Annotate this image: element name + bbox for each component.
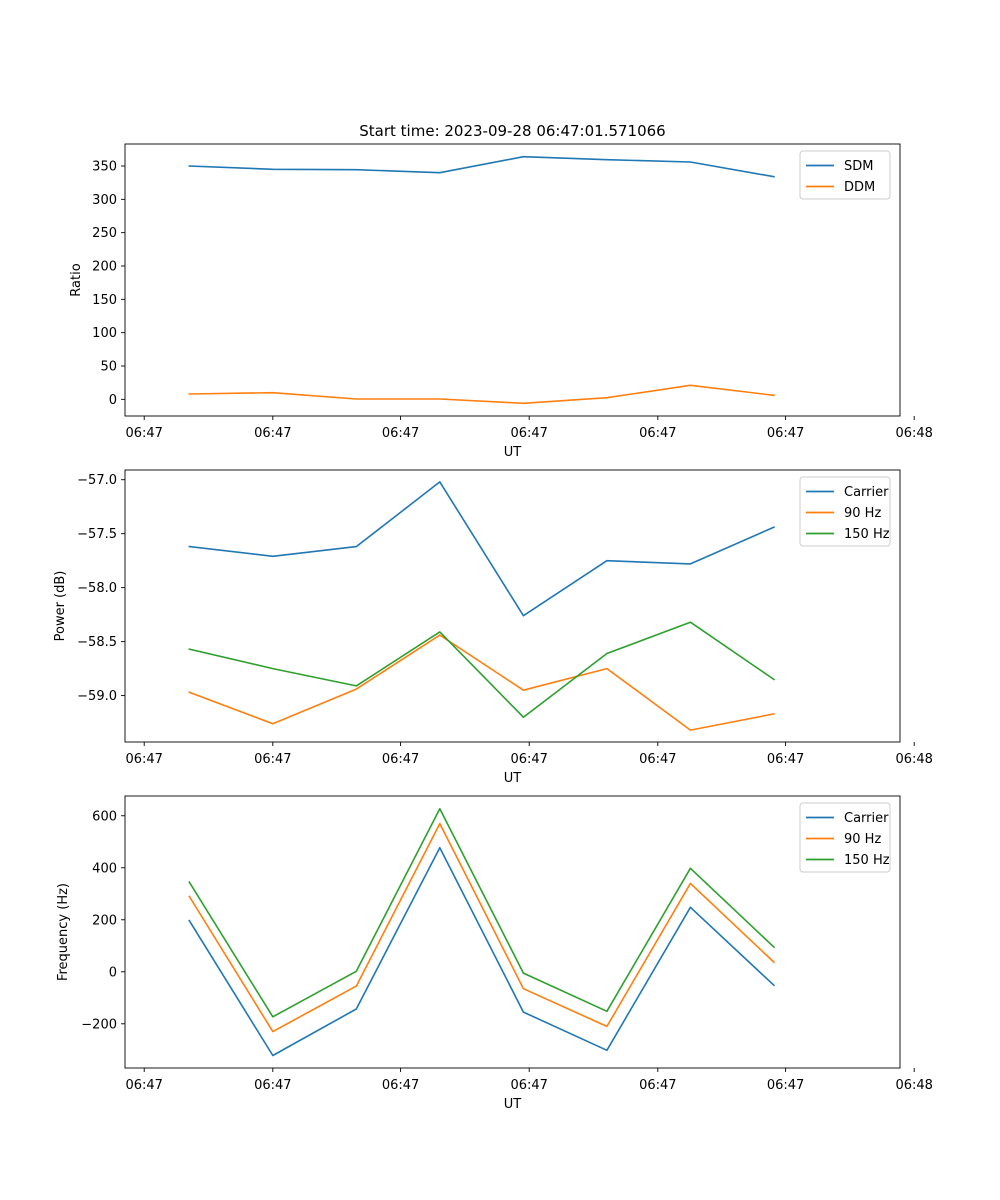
frequency-x-tick-label: 06:47	[382, 1078, 419, 1093]
frequency-x-tick-label: 06:47	[125, 1078, 162, 1093]
frequency-legend-box	[799, 802, 891, 873]
power-x-tick-label: 06:48	[895, 752, 932, 767]
frequency-y-tick-label: 200	[92, 913, 117, 928]
frequency-series-150-hz-line	[188, 807, 776, 1018]
power-axes-frame	[124, 469, 901, 743]
power-x-tick-label: 06:47	[125, 752, 162, 767]
frequency-x-tick-label: 06:47	[254, 1078, 291, 1093]
power-legend-label-90-hz: 90 Hz	[844, 506, 881, 521]
ratio-x-axis-label: UT	[504, 445, 522, 460]
frequency-series-carrier-line	[188, 846, 776, 1057]
frequency-x-tick-label: 06:47	[510, 1078, 547, 1093]
power-x-tick-label: 06:47	[254, 752, 291, 767]
ratio-x-tick-label: 06:47	[254, 426, 291, 441]
ratio-x-tick-label: 06:47	[767, 426, 804, 441]
power-x-tick-label: 06:47	[767, 752, 804, 767]
ratio-x-tick-label: 06:47	[125, 426, 162, 441]
ratio-x-tick-label: 06:47	[382, 426, 419, 441]
ratio-y-tick-label: 300	[92, 193, 117, 208]
ratio-chart: 06:47 06:47 06:47 06:47 06:47 06:47 06:48 0 50 10…	[69, 122, 933, 460]
ratio-legend-label-ddm: DDM	[844, 180, 875, 195]
power-x-axis-label: UT	[504, 771, 522, 786]
power-series-150-hz-line	[188, 621, 776, 719]
power-series-90-hz-line	[188, 634, 775, 731]
frequency-x-tick-label: 06:48	[895, 1078, 932, 1093]
ratio-y-tick-label: 50	[100, 360, 117, 375]
frequency-y-tick-label: 400	[92, 861, 117, 876]
power-y-tick-label: −58.5	[77, 635, 117, 650]
frequency-axes-frame	[124, 795, 901, 1069]
power-legend-label-150-hz: 150 Hz	[844, 527, 890, 542]
power-y-axis-label: Power (dB)	[53, 571, 68, 642]
ratio-chart-title: Start time: 2023-09-28 06:47:01.571066	[359, 122, 665, 140]
ratio-y-axis-label: Ratio	[69, 263, 84, 296]
ratio-x-tick-label: 06:48	[895, 426, 932, 441]
power-y-tick-label: −57.5	[77, 527, 117, 542]
power-x-tick-label: 06:47	[382, 752, 419, 767]
ratio-y-tick-label: 250	[92, 226, 117, 241]
ratio-x-tick-label: 06:47	[510, 426, 547, 441]
frequency-legend-label-carrier: Carrier	[844, 811, 889, 826]
ratio-x-tick-label: 06:47	[639, 426, 676, 441]
ratio-y-tick-label: 350	[92, 160, 117, 175]
power-series-carrier-line	[188, 481, 775, 617]
frequency-y-axis-label: Frequency (Hz)	[56, 883, 71, 981]
power-y-tick-label: −57.0	[77, 473, 117, 488]
ratio-series-sdm-line	[188, 155, 775, 178]
frequency-legend-label-150-hz: 150 Hz	[844, 853, 890, 868]
ratio-legend: SDM DDM	[799, 150, 891, 200]
power-legend-box	[799, 476, 891, 547]
ratio-y-tick-label: 100	[92, 326, 117, 341]
ratio-series-ddm-line	[188, 384, 775, 405]
frequency-y-tick-label: −200	[81, 1017, 117, 1032]
frequency-x-tick-label: 06:47	[767, 1078, 804, 1093]
power-y-tick-label: −59.0	[77, 689, 117, 704]
ratio-y-tick-label: 150	[92, 293, 117, 308]
ratio-axes-frame	[124, 143, 901, 417]
frequency-legend: Carrier 90 Hz 150 Hz	[799, 802, 891, 873]
ratio-legend-label-sdm: SDM	[844, 159, 873, 174]
power-x-tick-label: 06:47	[510, 752, 547, 767]
frequency-series-90-hz-line	[188, 822, 776, 1033]
frequency-x-axis-label: UT	[504, 1097, 522, 1112]
ratio-y-tick-label: 0	[109, 393, 117, 408]
power-legend: Carrier 90 Hz 150 Hz	[799, 476, 891, 547]
power-x-tick-label: 06:47	[639, 752, 676, 767]
power-y-tick-label: −58.0	[77, 581, 117, 596]
frequency-x-tick-label: 06:47	[639, 1078, 676, 1093]
frequency-y-tick-label: 0	[109, 965, 117, 980]
frequency-chart: 06:47 06:47 06:47 06:47 06:47 06:47 06:48 −200 0…	[56, 795, 933, 1112]
power-chart: 06:47 06:47 06:47 06:47 06:47 06:47 06:48 −59.0…	[53, 469, 933, 786]
power-legend-label-carrier: Carrier	[844, 485, 889, 500]
ratio-y-tick-label: 200	[92, 260, 117, 275]
frequency-legend-label-90-hz: 90 Hz	[844, 832, 881, 847]
frequency-y-tick-label: 600	[92, 809, 117, 824]
